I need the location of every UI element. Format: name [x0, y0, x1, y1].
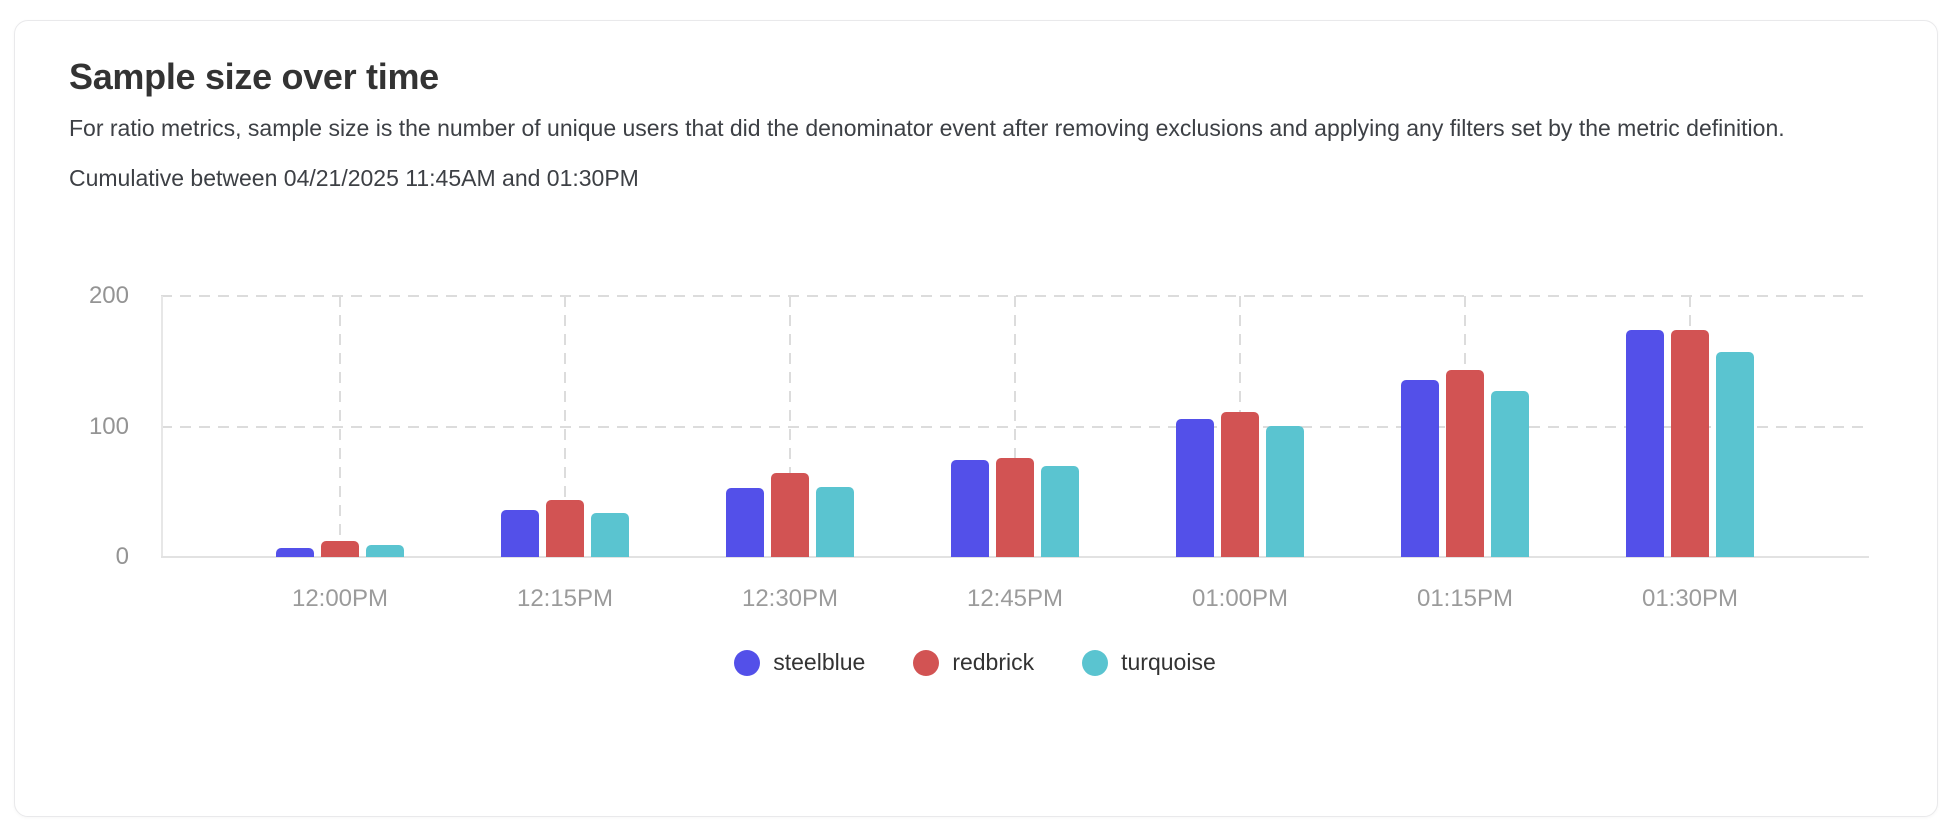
- bar-turquoise-12:30PM[interactable]: [816, 487, 854, 557]
- bar-redbrick-12:30PM[interactable]: [771, 473, 809, 557]
- bar-redbrick-12:15PM[interactable]: [546, 500, 584, 557]
- sample-size-chart: 0 100 200 12:00PM 12:15PM 12:30PM 12:45PM 01:00…: [69, 241, 1881, 619]
- legend-dot-icon: [1082, 649, 1109, 676]
- v-gridline-1: [564, 296, 566, 557]
- legend-dot-icon: [913, 649, 940, 676]
- bar-steelblue-01:00PM[interactable]: [1176, 419, 1214, 557]
- bar-steelblue-01:15PM[interactable]: [1401, 380, 1439, 557]
- bar-turquoise-12:00PM[interactable]: [366, 545, 404, 557]
- sample-size-card: Sample size over time For ratio metrics,…: [14, 20, 1938, 817]
- legend-item-redbrick[interactable]: redbrick: [913, 649, 1034, 676]
- x-axis-tick-label: 12:30PM: [741, 585, 839, 612]
- bar-steelblue-01:30PM[interactable]: [1626, 330, 1664, 557]
- x-axis-tick-label: 12:15PM: [516, 585, 614, 612]
- legend-item-turquoise[interactable]: turquoise: [1082, 649, 1216, 676]
- bar-redbrick-12:00PM[interactable]: [321, 541, 359, 557]
- bar-turquoise-12:15PM[interactable]: [591, 513, 629, 557]
- y-axis-tick-label: 100: [88, 412, 129, 440]
- cumulative-range-label: Cumulative between 04/21/2025 11:45AM an…: [69, 165, 639, 191]
- card-content: Sample size over time For ratio metrics,…: [15, 21, 1937, 676]
- bar-redbrick-01:00PM[interactable]: [1221, 412, 1259, 557]
- y-axis-tick-label: 0: [115, 543, 129, 570]
- x-axis-tick-label: 01:15PM: [1416, 585, 1514, 612]
- bar-turquoise-12:45PM[interactable]: [1041, 466, 1079, 557]
- x-axis-tick-label: 12:00PM: [291, 585, 389, 612]
- x-axis-line: [161, 556, 1869, 558]
- bar-turquoise-01:00PM[interactable]: [1266, 426, 1304, 557]
- y-axis-tick-label: 200: [88, 282, 129, 309]
- bar-steelblue-12:45PM[interactable]: [951, 460, 989, 557]
- bar-redbrick-01:15PM[interactable]: [1446, 370, 1484, 557]
- x-axis-tick-label: 01:00PM: [1191, 585, 1289, 612]
- legend-label: turquoise: [1121, 649, 1216, 675]
- x-axis-tick-label: 01:30PM: [1641, 585, 1739, 612]
- legend-dot-icon: [734, 649, 761, 676]
- bar-turquoise-01:30PM[interactable]: [1716, 352, 1754, 557]
- legend-label: redbrick: [952, 649, 1035, 675]
- chart-legend: steelblue redbrick turquoise: [69, 649, 1881, 676]
- v-gridline-0: [339, 296, 341, 557]
- bar-steelblue-12:30PM[interactable]: [726, 488, 764, 557]
- chart-description: For ratio metrics, sample size is the nu…: [69, 115, 1785, 141]
- legend-item-steelblue[interactable]: steelblue: [734, 649, 865, 676]
- v-gridline-2: [789, 296, 791, 557]
- bar-redbrick-12:45PM[interactable]: [996, 458, 1034, 557]
- bar-redbrick-01:30PM[interactable]: [1671, 330, 1709, 557]
- legend-label: steelblue: [773, 649, 866, 675]
- v-gridline-3: [1014, 296, 1016, 557]
- y-axis-line: [161, 296, 163, 557]
- page-title: Sample size over time: [69, 56, 439, 97]
- bar-turquoise-01:15PM[interactable]: [1491, 391, 1529, 557]
- bar-steelblue-12:15PM[interactable]: [501, 510, 539, 557]
- x-axis-tick-label: 12:45PM: [966, 585, 1064, 612]
- bar-steelblue-12:00PM[interactable]: [276, 548, 314, 557]
